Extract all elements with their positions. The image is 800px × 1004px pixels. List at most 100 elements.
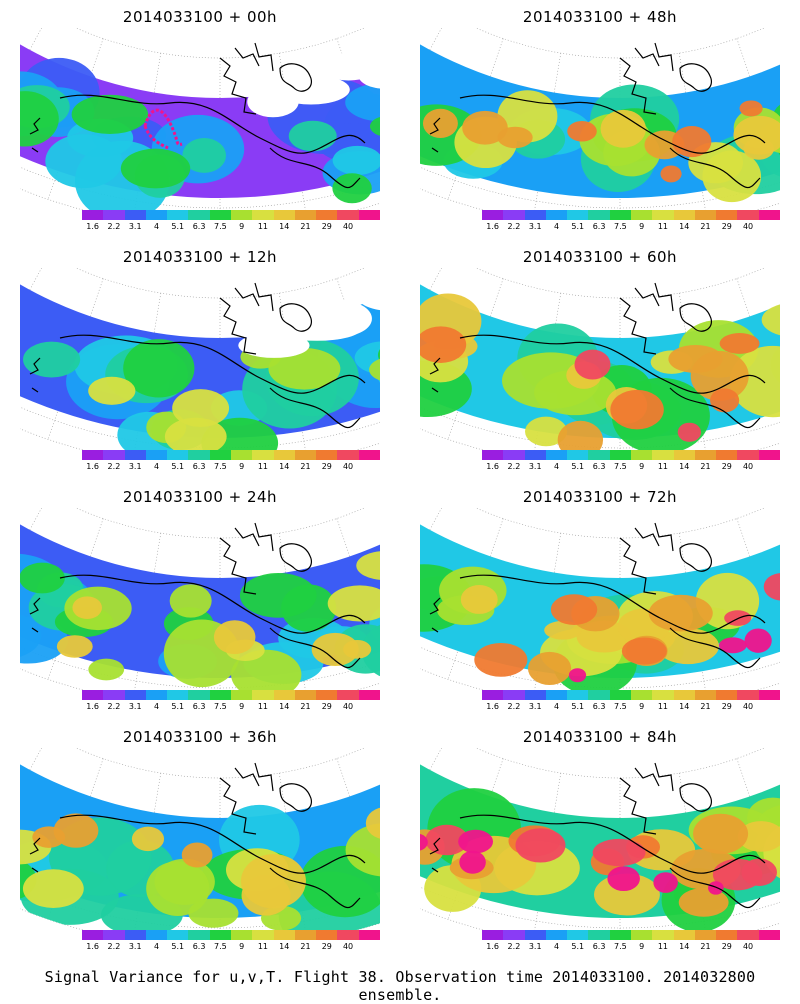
colorbar-swatch	[103, 930, 125, 940]
colorbar-tick-label: 14	[679, 702, 690, 711]
colorbar-swatch	[316, 930, 338, 940]
colorbar-tick-label: 4	[553, 462, 560, 471]
panel-title: 2014033100 + 60h	[522, 248, 678, 266]
colorbar-swatch	[124, 690, 146, 700]
colorbar-swatch	[252, 690, 274, 700]
colorbar-tick-label: 6.3	[192, 942, 206, 951]
colorbar-tick-label: 5.1	[571, 942, 585, 951]
colorbar-tick-label: 2.2	[107, 942, 121, 951]
colorbar-tick-label: 7.5	[613, 222, 627, 231]
variance-field	[420, 36, 780, 203]
colorbar-swatch	[294, 930, 317, 940]
colorbar-tick-label: 4	[553, 702, 560, 711]
colorbar-swatch	[652, 930, 674, 940]
colorbar-swatch	[503, 690, 525, 700]
colorbar-tick-label: 40	[742, 462, 754, 471]
colorbar-swatch	[82, 930, 104, 940]
colorbar: 1.6 2.2 3.1 4 5.1 6.3 7.5 9 11 14 21 29 40	[20, 210, 380, 240]
variance-field	[20, 516, 380, 693]
colorbar-tick-label: 7.5	[213, 462, 227, 471]
colorbar-swatch	[694, 690, 717, 700]
colorbar-tick-label: 11	[657, 942, 669, 951]
colorbar-swatch	[316, 210, 338, 220]
colorbar-tick-label: 14	[279, 942, 290, 951]
colorbar-tick-label: 3.1	[128, 702, 142, 711]
colorbar-tick-label: 21	[300, 702, 311, 711]
colorbar-swatch	[358, 450, 380, 460]
colorbar-tick-label: 21	[700, 462, 711, 471]
colorbar-swatch	[716, 450, 738, 460]
colorbar-tick-label: 4	[153, 462, 160, 471]
colorbar-tick-label: 1.6	[486, 462, 500, 471]
variance-map	[20, 28, 380, 213]
flight-track	[143, 108, 183, 150]
colorbar-tick-label: 1.6	[486, 702, 500, 711]
variance-map	[420, 508, 780, 693]
variance-field	[420, 516, 780, 693]
colorbar-swatch	[188, 930, 210, 940]
colorbar-swatch	[209, 930, 231, 940]
colorbar-swatch	[124, 210, 146, 220]
colorbar-tick-label: 6.3	[192, 222, 206, 231]
colorbar-swatch	[737, 930, 759, 940]
colorbar-tick-label: 14	[279, 462, 290, 471]
colorbar-swatch	[209, 450, 231, 460]
colorbar-swatch	[652, 210, 674, 220]
colorbar-swatch	[252, 930, 274, 940]
forecast-panel-p72: 2014033100 + 72h 1.6 2.2 3.1 4 5.1 6.3 7.5 9 11 14…	[420, 488, 780, 723]
colorbar-tick-label: 14	[279, 222, 290, 231]
colorbar-tick-label: 3.1	[128, 462, 142, 471]
variance-map	[20, 508, 380, 693]
colorbar-tick-label: 4	[153, 222, 160, 231]
colorbar-swatch	[716, 210, 738, 220]
colorbar: 1.6 2.2 3.1 4 5.1 6.3 7.5 9 11 14 21 29 40	[20, 690, 380, 720]
colorbar-tick-label: 7.5	[213, 702, 227, 711]
colorbar-swatch	[737, 210, 759, 220]
colorbar-swatch	[358, 210, 380, 220]
colorbar-swatch	[230, 930, 253, 940]
variance-field	[20, 32, 380, 213]
colorbar-swatch	[188, 690, 210, 700]
colorbar-tick-label: 21	[300, 222, 311, 231]
colorbar-swatch	[337, 930, 359, 940]
colorbar-tick-label: 21	[300, 462, 311, 471]
colorbar-tick-label: 3.1	[128, 942, 142, 951]
colorbar-swatch	[545, 930, 568, 940]
colorbar: 1.6 2.2 3.1 4 5.1 6.3 7.5 9 11 14 21 29 40	[420, 450, 780, 480]
colorbar-swatch	[337, 210, 359, 220]
colorbar-swatch	[524, 210, 546, 220]
variance-map	[20, 268, 380, 453]
colorbar-swatch	[630, 690, 653, 700]
colorbar-tick-label: 2.2	[507, 462, 521, 471]
colorbar-swatch	[737, 690, 759, 700]
colorbar-swatch	[609, 690, 631, 700]
colorbar-tick-label: 7.5	[613, 702, 627, 711]
colorbar-tick-label: 6.3	[192, 702, 206, 711]
coastline	[29, 42, 366, 189]
colorbar-swatch	[482, 690, 504, 700]
coastline	[429, 522, 766, 669]
colorbar-swatch	[567, 690, 589, 700]
colorbar-swatch	[82, 690, 104, 700]
colorbar-tick-label: 40	[342, 462, 354, 471]
colorbar-swatch	[230, 450, 253, 460]
colorbar-swatch	[209, 210, 231, 220]
colorbar-swatch	[230, 210, 253, 220]
colorbar-swatch	[103, 210, 125, 220]
panel-title: 2014033100 + 24h	[122, 488, 278, 506]
colorbar-tick-label: 21	[700, 222, 711, 231]
colorbar-tick-label: 40	[342, 942, 354, 951]
colorbar-swatch	[273, 210, 295, 220]
colorbar-swatch	[652, 450, 674, 460]
colorbar-swatch	[673, 210, 695, 220]
figure-caption: Signal Variance for u,v,T. Flight 38. Ob…	[44, 968, 756, 1004]
colorbar-tick-label: 1.6	[86, 942, 100, 951]
colorbar-tick-label: 3.1	[528, 702, 542, 711]
colorbar-tick-label: 6.3	[592, 222, 606, 231]
colorbar-tick-label: 7.5	[613, 462, 627, 471]
colorbar-tick-label: 29	[321, 702, 332, 711]
colorbar-tick-label: 14	[679, 222, 690, 231]
colorbar-swatch	[503, 930, 525, 940]
colorbar-swatch	[316, 690, 338, 700]
panel-title: 2014033100 + 00h	[122, 8, 278, 26]
